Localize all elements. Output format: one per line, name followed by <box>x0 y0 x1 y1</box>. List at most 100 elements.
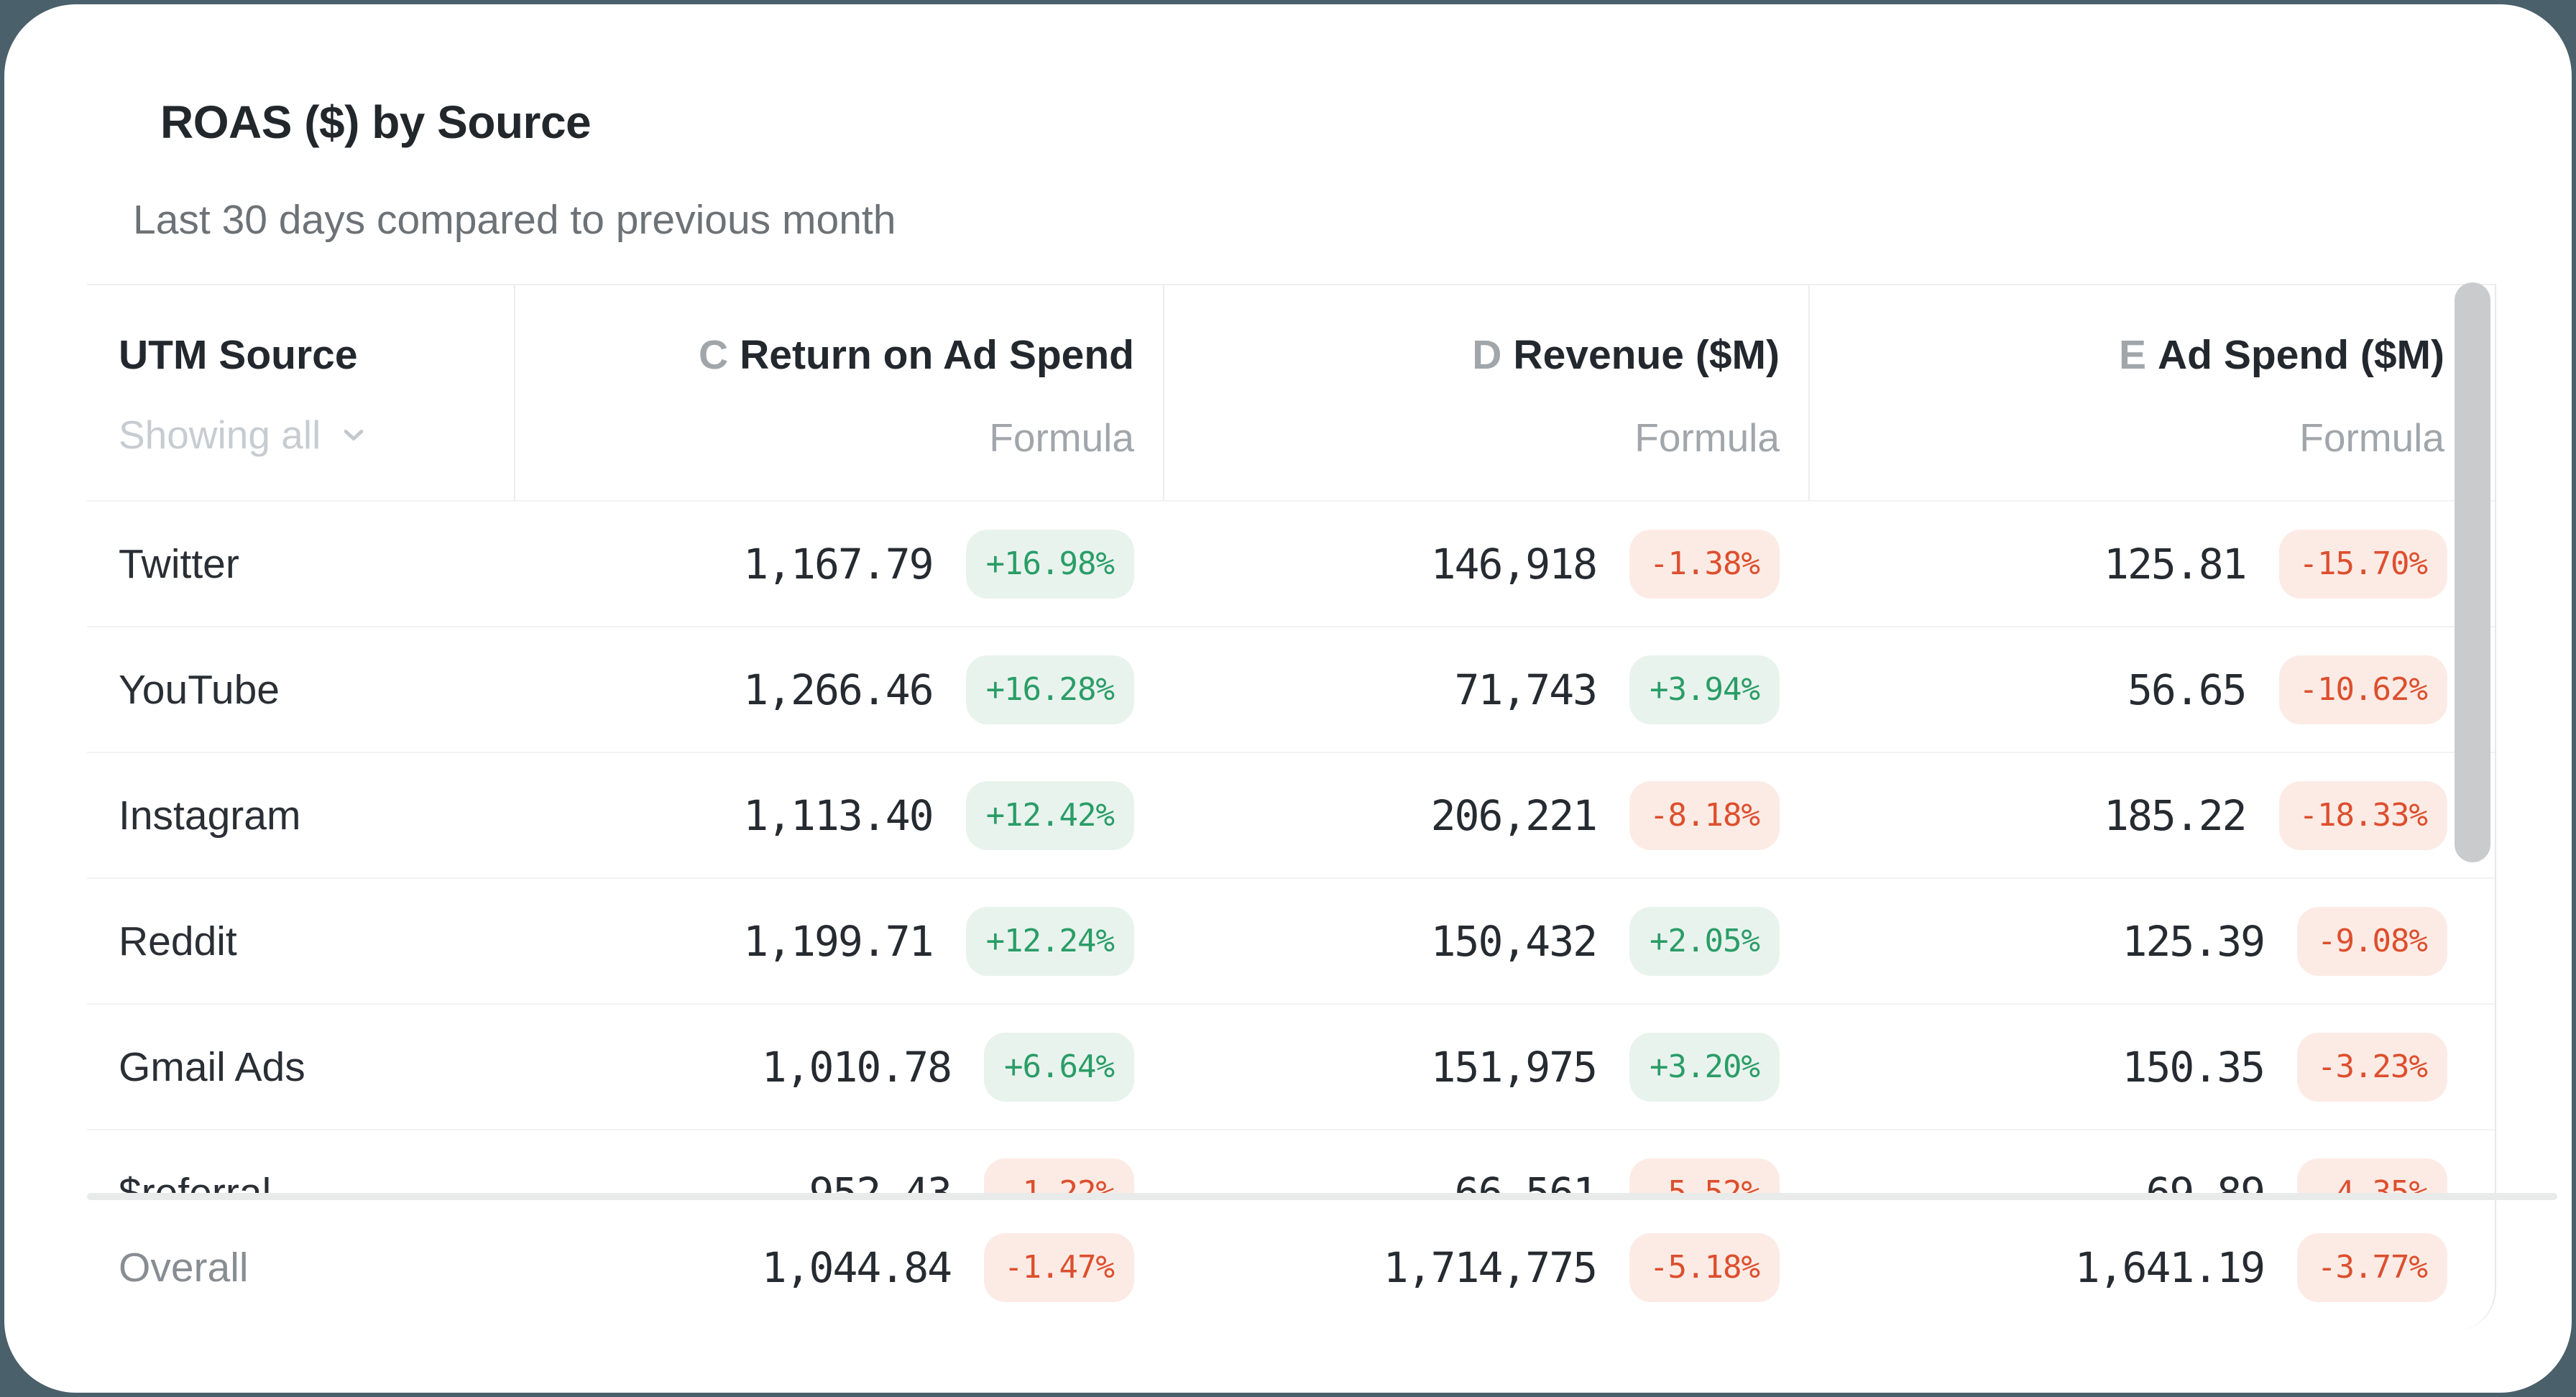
formula-label[interactable]: Formula <box>1634 415 1780 460</box>
metric-cell: 71,743 +3.94% <box>1163 627 1808 752</box>
chevron-down-icon <box>344 430 364 441</box>
metric-value: 1,266.46 <box>743 665 934 714</box>
table-row: Twitter 1,167.79 +16.98% 146,918 -1.38% … <box>87 500 2495 626</box>
delta-badge: +12.24% <box>965 906 1134 976</box>
row-source-label: YouTube <box>119 666 280 713</box>
row-source-label: Reddit <box>119 918 237 964</box>
column-label: Return on Ad Spend <box>740 332 1134 378</box>
delta-badge: +12.42% <box>965 780 1134 850</box>
delta-badge: -5.18% <box>1629 1233 1780 1302</box>
card-subtitle: Last 30 days compared to previous month <box>133 197 896 243</box>
delta-badge: -5.52% <box>1629 1158 1780 1199</box>
column-key: E <box>2118 332 2147 378</box>
formula-label[interactable]: Formula <box>2299 415 2444 460</box>
footer-divider <box>87 1193 2557 1200</box>
metric-value: 150,432 <box>1430 916 1598 966</box>
metric-value: 1,044.84 <box>761 1243 952 1292</box>
metric-cell: 1,641.19 -3.77% <box>1808 1202 2495 1334</box>
utm-source-label: UTM Source <box>119 332 358 378</box>
delta-badge: -3.77% <box>2297 1233 2447 1302</box>
delta-badge: +16.98% <box>965 529 1134 599</box>
metric-value: 71,743 <box>1454 665 1598 714</box>
metric-cell: 1,044.84 -1.47% <box>514 1202 1163 1334</box>
table-row: Overall 1,044.84 -1.47% 1,714,775 -5.18%… <box>87 1202 2496 1334</box>
metric-value: 125.39 <box>2122 916 2266 966</box>
metric-cell: 125.81 -15.70% <box>1808 502 2495 626</box>
column-title: C Return on Ad Spend <box>515 331 1134 379</box>
vertical-scrollbar-thumb[interactable] <box>2455 282 2490 862</box>
metric-cell: 1,113.40 +12.42% <box>514 753 1163 877</box>
table-body: Twitter 1,167.79 +16.98% 146,918 -1.38% … <box>87 500 2495 1199</box>
delta-badge: -9.08% <box>2297 906 2447 976</box>
metric-cell: 151,975 +3.20% <box>1163 1005 1808 1129</box>
metric-cell: 66,561 -5.52% <box>1163 1130 1808 1199</box>
metric-cell: 150.35 -3.23% <box>1808 1005 2495 1129</box>
metric-value: 1,714,775 <box>1383 1243 1598 1292</box>
metric-cell: 56.65 -10.62% <box>1808 627 2495 752</box>
row-source-label: $referral <box>119 1169 272 1199</box>
source-filter-label: Showing all <box>119 412 321 457</box>
table-header-row: UTM Source Showing all C Return on Ad Spe… <box>87 285 2495 500</box>
table-row: Reddit 1,199.71 +12.24% 150,432 +2.05% 1… <box>87 877 2495 1003</box>
delta-badge: -8.18% <box>1629 780 1780 850</box>
metric-value: 1,113.40 <box>743 790 934 840</box>
metric-value: 150.35 <box>2122 1042 2266 1092</box>
delta-badge: -1.47% <box>984 1233 1134 1302</box>
delta-badge: -1.38% <box>1629 529 1780 599</box>
column-header-ad-spend: E Ad Spend ($M) Formula <box>1808 285 2495 500</box>
roas-table: UTM Source Showing all C Return on Ad Spe… <box>87 284 2496 1332</box>
delta-badge: +2.05% <box>1629 906 1780 976</box>
table-row: Instagram 1,113.40 +12.42% 206,221 -8.18… <box>87 752 2495 877</box>
roas-card: ROAS ($) by Source Last 30 days compared… <box>4 4 2572 1393</box>
formula-label[interactable]: Formula <box>989 415 1134 460</box>
metric-cell: 69.89 -4.35% <box>1808 1130 2495 1199</box>
delta-badge: -18.33% <box>2278 780 2447 850</box>
column-header-revenue: D Revenue ($M) Formula <box>1163 285 1808 500</box>
metric-value: 1,010.78 <box>761 1042 952 1092</box>
metric-value: 1,641.19 <box>2074 1243 2266 1292</box>
row-source-label: Overall <box>119 1245 249 1291</box>
metric-cell: 1,714,775 -5.18% <box>1163 1202 1808 1334</box>
delta-badge: -3.23% <box>2297 1032 2447 1102</box>
metric-cell: 146,918 -1.38% <box>1163 502 1808 626</box>
table-row: $referral 952.43 -1.22% 66,561 -5.52% 69… <box>87 1129 2495 1199</box>
column-key: C <box>698 332 729 378</box>
metric-cell: 150,432 +2.05% <box>1163 879 1808 1003</box>
column-header-return-on-ad-spend: C Return on Ad Spend Formula <box>514 285 1163 500</box>
metric-cell: 1,266.46 +16.28% <box>514 627 1163 752</box>
metric-value: 151,975 <box>1430 1042 1598 1092</box>
source-filter-dropdown[interactable]: Showing all <box>119 412 369 458</box>
column-label: Revenue ($M) <box>1513 332 1780 378</box>
table-footer: Overall 1,044.84 -1.47% 1,714,775 -5.18%… <box>87 1202 2496 1334</box>
row-source-label: Instagram <box>119 792 301 839</box>
column-key: D <box>1472 332 1502 378</box>
delta-badge: -1.22% <box>984 1158 1134 1199</box>
card-title: ROAS ($) by Source <box>160 96 592 148</box>
metric-cell: 1,010.78 +6.64% <box>514 1005 1163 1129</box>
metric-cell: 185.22 -18.33% <box>1808 753 2495 877</box>
column-label: Ad Spend ($M) <box>2158 332 2444 378</box>
delta-badge: +3.20% <box>1629 1032 1780 1102</box>
column-title: E Ad Spend ($M) <box>1810 331 2444 379</box>
metric-value: 56.65 <box>2127 665 2248 714</box>
delta-badge: +6.64% <box>984 1032 1134 1102</box>
metric-value: 146,918 <box>1430 539 1598 589</box>
row-source-label: Twitter <box>119 540 239 587</box>
column-header-utm-source: UTM Source Showing all <box>87 285 514 500</box>
metric-value: 1,199.71 <box>743 916 934 966</box>
metric-cell: 1,199.71 +12.24% <box>514 879 1163 1003</box>
metric-value: 206,221 <box>1430 790 1598 840</box>
delta-badge: -10.62% <box>2278 655 2447 724</box>
metric-value: 1,167.79 <box>743 539 934 589</box>
column-title: D Revenue ($M) <box>1164 331 1780 379</box>
delta-badge: -15.70% <box>2278 529 2447 599</box>
metric-cell: 952.43 -1.22% <box>514 1130 1163 1199</box>
row-source-label: Gmail Ads <box>119 1043 305 1090</box>
table-row: YouTube 1,266.46 +16.28% 71,743 +3.94% 5… <box>87 626 2495 752</box>
metric-cell: 1,167.79 +16.98% <box>514 502 1163 626</box>
table-row: Gmail Ads 1,010.78 +6.64% 151,975 +3.20%… <box>87 1003 2495 1129</box>
metric-value: 125.81 <box>2104 539 2248 589</box>
delta-badge: +3.94% <box>1629 655 1780 724</box>
metric-cell: 206,221 -8.18% <box>1163 753 1808 877</box>
delta-badge: +16.28% <box>965 655 1134 724</box>
